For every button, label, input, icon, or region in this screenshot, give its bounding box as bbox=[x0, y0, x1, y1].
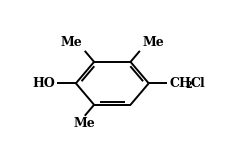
Text: Me: Me bbox=[74, 117, 96, 130]
Text: Cl: Cl bbox=[190, 77, 205, 90]
Text: HO: HO bbox=[32, 77, 55, 90]
Text: CH: CH bbox=[170, 77, 192, 90]
Text: Me: Me bbox=[61, 36, 82, 49]
Text: Me: Me bbox=[142, 36, 164, 49]
Text: 2: 2 bbox=[186, 81, 192, 90]
